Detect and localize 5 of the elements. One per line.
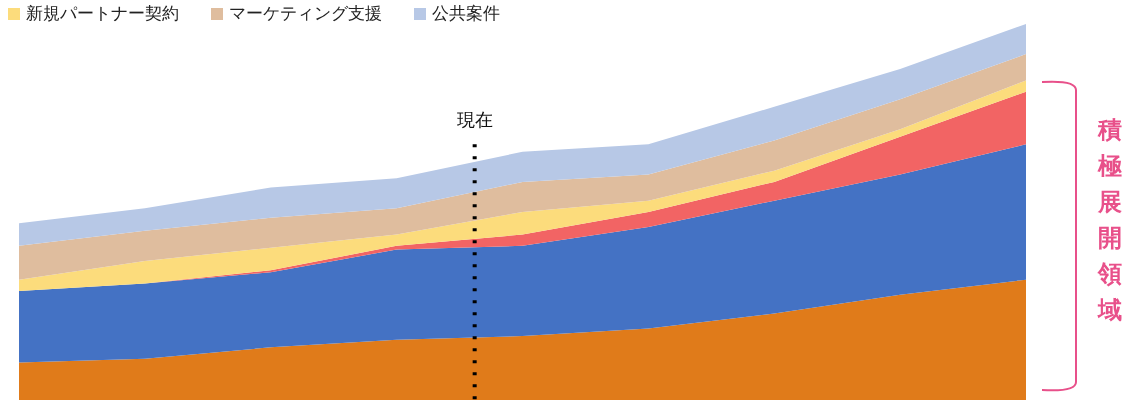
legend-label: 新規パートナー契約 <box>26 2 179 25</box>
text: 積極展開領域 <box>1096 115 1122 326</box>
legend-label: 公共案件 <box>432 2 500 25</box>
legend-label: マーケティング支援 <box>229 2 382 25</box>
annotation: 現在 <box>456 109 493 131</box>
